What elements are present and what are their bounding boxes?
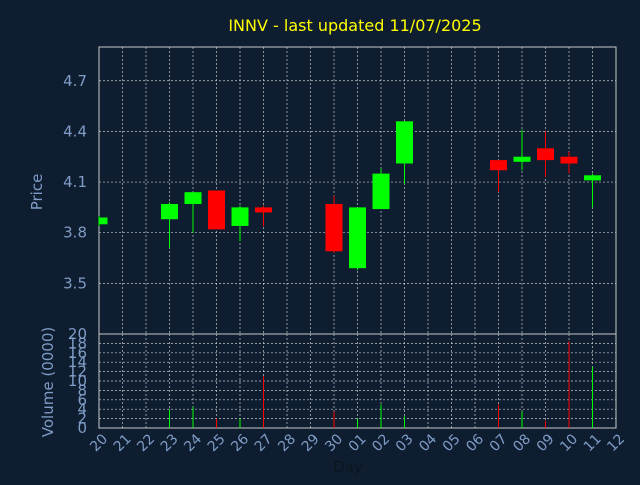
x-tick-label: 07 — [487, 431, 511, 455]
x-tick-label: 01 — [346, 431, 370, 455]
volume-axis-label: Volume (0000) — [39, 327, 57, 437]
volume-tick-label: 8 — [77, 381, 87, 399]
candle — [513, 129, 531, 171]
price-tick-label: 4.1 — [63, 173, 87, 191]
x-tick-label: 25 — [205, 431, 229, 455]
volume-tick-label: 6 — [77, 391, 87, 409]
candle — [325, 195, 343, 253]
candle — [231, 205, 249, 242]
x-tick-label: 04 — [416, 431, 440, 455]
x-tick-label: 20 — [87, 431, 111, 455]
candle-body — [537, 148, 554, 161]
x-tick-label: 29 — [299, 431, 323, 455]
candle-body — [255, 207, 272, 213]
candle-body — [349, 207, 366, 269]
volume-tick-label: 0 — [77, 419, 87, 437]
price-tick-label: 3.8 — [63, 224, 87, 242]
volume-tick-label: 4 — [77, 400, 87, 418]
candle — [372, 168, 390, 210]
x-tick-label: 21 — [111, 431, 135, 455]
candle — [98, 215, 108, 226]
x-tick-label: 22 — [134, 431, 158, 455]
x-tick-label: 23 — [158, 431, 182, 455]
candle-body — [560, 156, 578, 164]
candle-body — [231, 207, 249, 226]
candle-body — [184, 192, 202, 205]
price-axis-label: Price — [28, 174, 46, 211]
volume-tick-label: 20 — [68, 325, 87, 343]
x-axis-label: Day — [333, 458, 363, 476]
volume-tick-label: 10 — [68, 372, 87, 390]
x-tick-label: 12 — [604, 431, 628, 455]
x-tick-label: 03 — [393, 431, 417, 455]
candle — [560, 151, 578, 174]
volume-tick-label: 18 — [68, 334, 87, 352]
candle-body — [490, 160, 507, 171]
candle — [349, 207, 366, 270]
x-tick-label: 06 — [463, 431, 487, 455]
candle-body — [99, 217, 108, 225]
price-tick-label: 4.7 — [63, 72, 87, 90]
volume-tick-label: 14 — [68, 353, 87, 371]
x-tick-label: 11 — [581, 431, 605, 455]
x-tick-label: 05 — [440, 431, 464, 455]
x-tick-label: 28 — [275, 431, 299, 455]
price-panel-border — [98, 46, 617, 335]
candle — [255, 205, 272, 226]
x-tick-labels: 20 21 22 23 24 25 26 27 28 29 30 01 02 03 04 05 06 07 08 09… — [87, 431, 628, 455]
candle — [208, 190, 225, 230]
volume-tick-label: 16 — [68, 344, 87, 362]
chart-title: INNV - last updated 11/07/2025 — [228, 16, 481, 35]
x-tick-label: 26 — [228, 431, 252, 455]
x-tick-label: 27 — [252, 431, 276, 455]
volume-tick-label: 12 — [68, 363, 87, 381]
candle-body — [396, 121, 413, 164]
x-tick-label: 24 — [181, 431, 205, 455]
x-tick-label: 08 — [510, 431, 534, 455]
price-tick-label: 4.4 — [63, 122, 87, 140]
x-tick-label: 30 — [322, 431, 346, 455]
price-panel: 3.5 3.8 4.1 4.4 4.7 — [63, 46, 617, 335]
candle-body — [208, 190, 225, 230]
candle — [161, 202, 178, 248]
candle — [584, 173, 601, 208]
price-tick-label: 3.5 — [63, 274, 87, 292]
candle-body — [372, 173, 390, 210]
candle-body — [584, 175, 601, 181]
candle — [537, 131, 554, 177]
x-tick-label: 10 — [557, 431, 581, 455]
volume-tick-label: 2 — [77, 410, 87, 428]
candle-body — [161, 204, 178, 220]
x-tick-label: 09 — [534, 431, 558, 455]
x-tick-label: 02 — [369, 431, 393, 455]
candle — [490, 160, 507, 193]
candle — [396, 121, 413, 184]
candle-body — [513, 156, 531, 162]
candle — [184, 192, 202, 233]
candle-body — [325, 204, 343, 252]
